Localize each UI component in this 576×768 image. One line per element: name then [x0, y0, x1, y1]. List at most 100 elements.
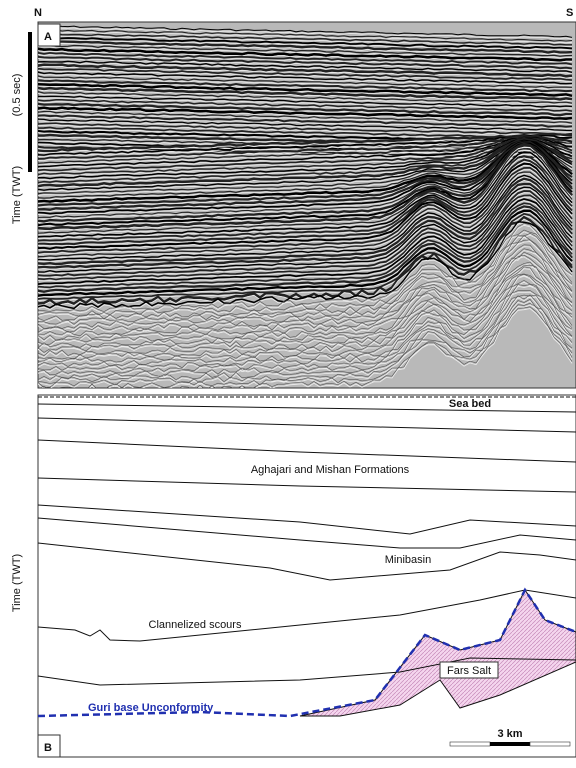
horizon	[37, 403, 576, 413]
reflector	[38, 139, 573, 173]
reflector	[38, 209, 573, 297]
reflector	[38, 67, 573, 81]
reflector	[38, 157, 573, 243]
reflector	[38, 254, 573, 345]
scale-bar-segment	[529, 741, 571, 747]
reflector	[38, 29, 573, 42]
reflector	[38, 291, 573, 378]
reflector	[38, 223, 573, 312]
reflector	[38, 212, 573, 300]
reflector	[38, 35, 572, 48]
reflector	[38, 36, 573, 50]
reflector	[38, 143, 573, 219]
reflector	[38, 27, 573, 40]
reflector	[38, 256, 573, 347]
reflector	[38, 47, 572, 62]
reflector	[38, 273, 573, 363]
reflector	[38, 268, 573, 358]
scale-bar-segment	[449, 741, 491, 747]
reflector	[38, 38, 573, 51]
reflector	[38, 91, 573, 104]
reflector	[38, 180, 573, 267]
horizon	[37, 417, 576, 433]
reflector	[38, 51, 573, 66]
reflector	[38, 134, 573, 160]
reflector	[38, 185, 573, 270]
north-label: N	[34, 7, 42, 19]
reflector	[38, 85, 573, 98]
reflector	[38, 144, 573, 227]
reflector	[38, 140, 573, 199]
reflector	[38, 136, 573, 168]
panel-label-box	[37, 23, 61, 47]
reflector	[38, 202, 573, 289]
reflector	[38, 50, 572, 63]
reflector	[38, 234, 573, 325]
reflector	[38, 102, 572, 117]
reflector	[38, 141, 573, 211]
reflector	[38, 109, 573, 121]
reflector	[38, 112, 573, 126]
reflector	[38, 188, 573, 275]
reflector	[38, 198, 573, 285]
reflector	[38, 120, 573, 133]
reflector	[38, 205, 573, 293]
reflector	[38, 148, 573, 234]
reflector	[38, 42, 573, 55]
axis-label: Time (TWT)	[11, 554, 23, 612]
reflector	[38, 186, 573, 273]
reflector	[38, 279, 573, 367]
reflector	[38, 155, 573, 242]
reflector	[38, 142, 573, 196]
annotation: Minibasin	[385, 554, 431, 566]
panel-label: A	[44, 31, 52, 43]
reflector	[38, 54, 573, 67]
reflector	[38, 118, 573, 132]
reflector	[38, 263, 573, 351]
reflector	[38, 192, 573, 278]
reflector	[38, 126, 573, 140]
horizon	[37, 542, 576, 581]
reflector	[38, 140, 573, 185]
reflector	[38, 70, 573, 83]
reflector	[42, 304, 573, 388]
reflector	[38, 137, 573, 162]
annotation: Clannelized scours	[149, 619, 242, 631]
reflector	[38, 284, 573, 371]
reflector	[38, 142, 573, 215]
scale-bar-segment	[490, 742, 530, 746]
reflector	[39, 302, 573, 388]
reflector	[38, 261, 573, 349]
reflector	[38, 44, 573, 57]
reflector	[38, 133, 573, 153]
axis-label: Time (TWT)	[11, 166, 23, 224]
reflector	[38, 232, 573, 321]
reflector	[38, 177, 573, 266]
reflector	[38, 58, 573, 71]
horizon	[37, 504, 576, 535]
reflector	[38, 138, 573, 184]
reflector	[38, 171, 573, 258]
reflector	[38, 196, 573, 282]
reflector	[38, 62, 573, 75]
reflector	[38, 95, 573, 108]
horizon	[37, 477, 576, 493]
annotation: Guri base Unconformity	[88, 702, 214, 714]
reflector	[38, 139, 573, 177]
reflector	[38, 140, 573, 203]
reflector	[38, 81, 573, 94]
reflector	[38, 63, 573, 78]
reflector	[38, 137, 573, 172]
reflector	[38, 212, 573, 298]
reflector	[38, 275, 573, 365]
reflector	[109, 306, 573, 388]
reflector	[38, 65, 573, 79]
reflector	[38, 99, 573, 112]
reflector	[38, 161, 573, 247]
reflector	[38, 105, 572, 118]
reflector	[38, 290, 573, 376]
reflector	[38, 93, 573, 106]
reflector	[38, 190, 573, 277]
reflector	[38, 241, 573, 332]
